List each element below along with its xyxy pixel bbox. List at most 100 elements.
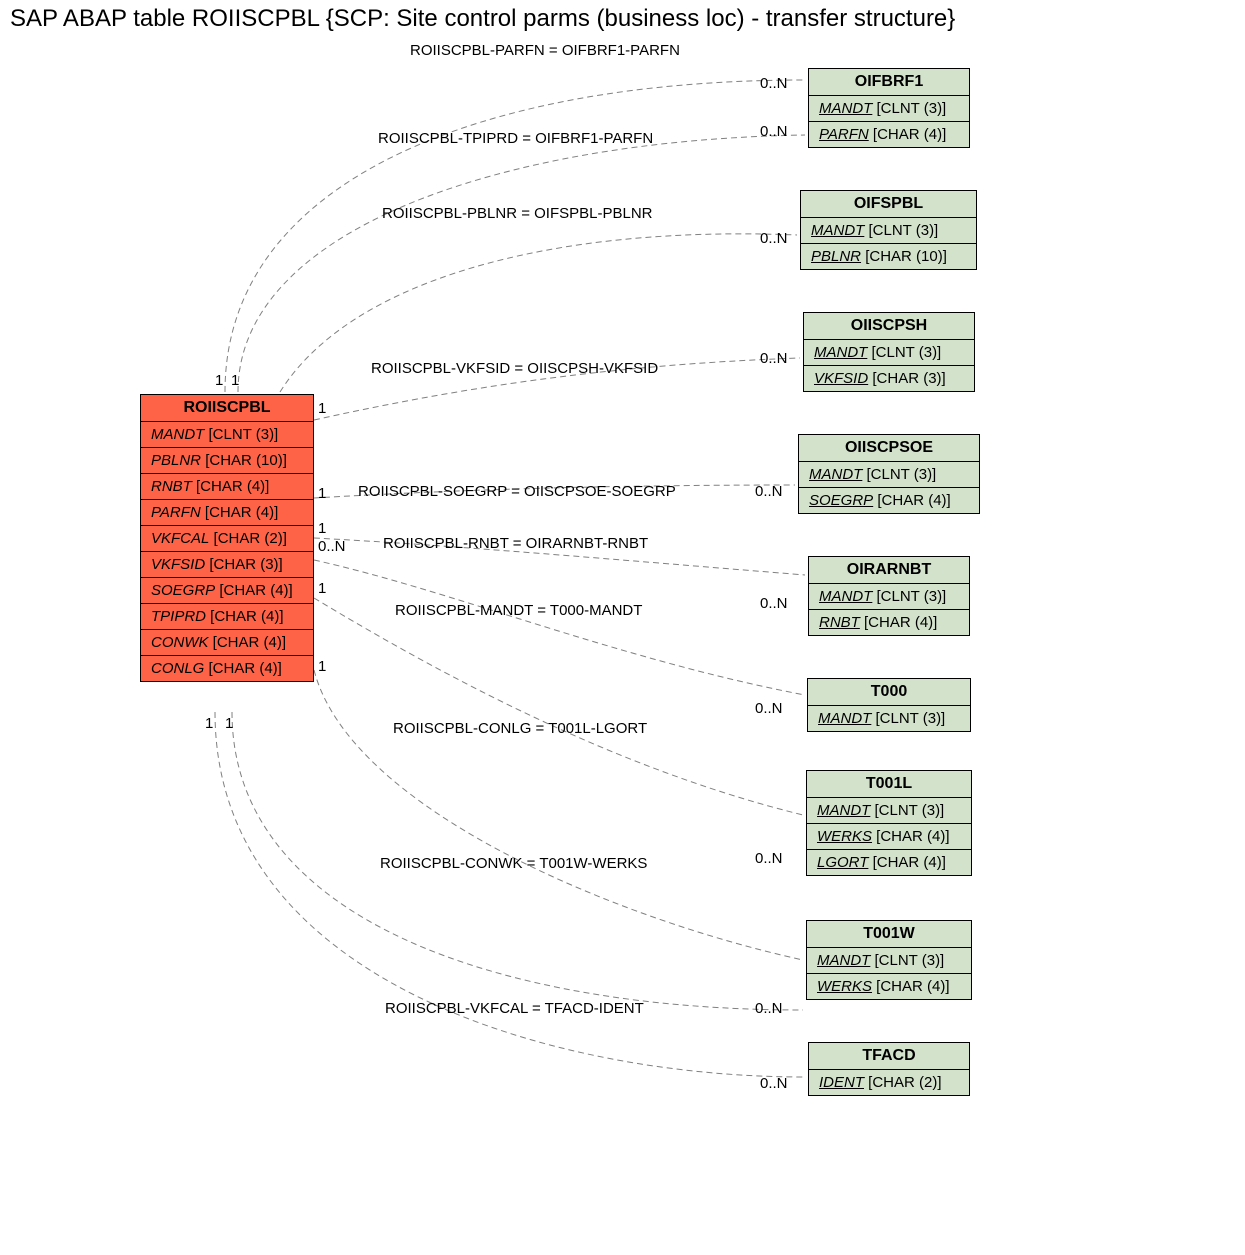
relationship-label: ROIISCPBL-RNBT = OIRARNBT-RNBT	[383, 535, 648, 552]
entity-field: PBLNR [CHAR (10)]	[141, 448, 313, 474]
entity-header: TFACD	[809, 1043, 969, 1070]
cardinality-target: 0..N	[755, 1000, 783, 1017]
cardinality-source: 1	[318, 520, 326, 537]
cardinality-source: 1	[318, 485, 326, 502]
relationship-edge	[314, 670, 803, 960]
main-entity-roiiscpbl: ROIISCPBLMANDT [CLNT (3)]PBLNR [CHAR (10…	[140, 394, 314, 682]
entity-field: MANDT [CLNT (3)]	[799, 462, 979, 488]
relationship-label: ROIISCPBL-VKFCAL = TFACD-IDENT	[385, 1000, 644, 1017]
entity-field: RNBT [CHAR (4)]	[141, 474, 313, 500]
relationship-edge	[225, 80, 805, 392]
field-name: TPIPRD	[151, 608, 206, 625]
relationship-label: ROIISCPBL-MANDT = T000-MANDT	[395, 602, 642, 619]
diagram-title: SAP ABAP table ROIISCPBL {SCP: Site cont…	[10, 5, 955, 33]
entity-field: PBLNR [CHAR (10)]	[801, 244, 976, 269]
cardinality-source: 1	[205, 715, 213, 732]
field-name: RNBT	[819, 614, 860, 631]
entity-field: MANDT [CLNT (3)]	[804, 340, 974, 366]
related-entity-oiiscpsh: OIISCPSHMANDT [CLNT (3)]VKFSID [CHAR (3)…	[803, 312, 975, 392]
entity-field: MANDT [CLNT (3)]	[808, 706, 970, 731]
cardinality-source: 1	[318, 580, 326, 597]
entity-field: VKFSID [CHAR (3)]	[804, 366, 974, 391]
entity-field: SOEGRP [CHAR (4)]	[141, 578, 313, 604]
relationship-label: ROIISCPBL-VKFSID = OIISCPSH-VKFSID	[371, 360, 658, 377]
field-name: MANDT	[819, 100, 872, 117]
entity-header: OIISCPSOE	[799, 435, 979, 462]
field-name: VKFSID	[151, 556, 205, 573]
field-name: MANDT	[817, 952, 870, 969]
field-name: MANDT	[814, 344, 867, 361]
cardinality-source: 1	[215, 372, 223, 389]
related-entity-t001w: T001WMANDT [CLNT (3)]WERKS [CHAR (4)]	[806, 920, 972, 1000]
entity-field: TPIPRD [CHAR (4)]	[141, 604, 313, 630]
field-name: PBLNR	[151, 452, 201, 469]
cardinality-target: 0..N	[760, 123, 788, 140]
related-entity-oifbrf1: OIFBRF1MANDT [CLNT (3)]PARFN [CHAR (4)]	[808, 68, 970, 148]
relationship-label: ROIISCPBL-PBLNR = OIFSPBL-PBLNR	[382, 205, 653, 222]
field-name: MANDT	[811, 222, 864, 239]
entity-field: VKFCAL [CHAR (2)]	[141, 526, 313, 552]
entity-header: T001W	[807, 921, 971, 948]
entity-field: PARFN [CHAR (4)]	[141, 500, 313, 526]
field-name: SOEGRP	[809, 492, 873, 509]
field-name: PARFN	[819, 126, 869, 143]
field-name: MANDT	[809, 466, 862, 483]
relationship-label: ROIISCPBL-PARFN = OIFBRF1-PARFN	[410, 42, 680, 59]
relationship-label: ROIISCPBL-CONWK = T001W-WERKS	[380, 855, 647, 872]
relationship-edge	[314, 560, 805, 695]
entity-header: T001L	[807, 771, 971, 798]
field-name: PBLNR	[811, 248, 861, 265]
relationship-edge	[238, 135, 805, 392]
entity-field: RNBT [CHAR (4)]	[809, 610, 969, 635]
entity-field: WERKS [CHAR (4)]	[807, 824, 971, 850]
field-name: VKFCAL	[151, 530, 209, 547]
cardinality-source: 1	[318, 658, 326, 675]
entity-field: PARFN [CHAR (4)]	[809, 122, 969, 147]
entity-header: OIRARNBT	[809, 557, 969, 584]
cardinality-target: 0..N	[755, 483, 783, 500]
related-entity-oifspbl: OIFSPBLMANDT [CLNT (3)]PBLNR [CHAR (10)]	[800, 190, 977, 270]
field-name: IDENT	[819, 1074, 864, 1091]
cardinality-source: 1	[318, 400, 326, 417]
field-name: CONWK	[151, 634, 209, 651]
field-name: WERKS	[817, 828, 872, 845]
field-name: LGORT	[817, 854, 868, 871]
cardinality-source: 1	[231, 372, 239, 389]
entity-header: OIISCPSH	[804, 313, 974, 340]
entity-field: MANDT [CLNT (3)]	[807, 798, 971, 824]
field-name: RNBT	[151, 478, 192, 495]
cardinality-target: 0..N	[760, 1075, 788, 1092]
relationship-label: ROIISCPBL-CONLG = T001L-LGORT	[393, 720, 647, 737]
entity-field: MANDT [CLNT (3)]	[807, 948, 971, 974]
entity-field: IDENT [CHAR (2)]	[809, 1070, 969, 1095]
relationship-label: ROIISCPBL-SOEGRP = OIISCPSOE-SOEGRP	[358, 483, 676, 500]
entity-field: MANDT [CLNT (3)]	[809, 584, 969, 610]
cardinality-source: 1	[225, 715, 233, 732]
cardinality-target: 0..N	[760, 230, 788, 247]
cardinality-target: 0..N	[755, 700, 783, 717]
field-name: MANDT	[819, 588, 872, 605]
related-entity-oiiscpsoe: OIISCPSOEMANDT [CLNT (3)]SOEGRP [CHAR (4…	[798, 434, 980, 514]
entity-header: OIFBRF1	[809, 69, 969, 96]
field-name: VKFSID	[814, 370, 868, 387]
cardinality-source: 0..N	[318, 538, 346, 555]
cardinality-target: 0..N	[760, 595, 788, 612]
entity-field: CONWK [CHAR (4)]	[141, 630, 313, 656]
entity-field: MANDT [CLNT (3)]	[809, 96, 969, 122]
related-entity-t001l: T001LMANDT [CLNT (3)]WERKS [CHAR (4)]LGO…	[806, 770, 972, 876]
entity-header: ROIISCPBL	[141, 395, 313, 422]
relationship-label: ROIISCPBL-TPIPRD = OIFBRF1-PARFN	[378, 130, 653, 147]
relationship-edge	[215, 712, 805, 1077]
entity-field: MANDT [CLNT (3)]	[801, 218, 976, 244]
related-entity-oirarnbt: OIRARNBTMANDT [CLNT (3)]RNBT [CHAR (4)]	[808, 556, 970, 636]
field-name: CONLG	[151, 660, 204, 677]
entity-field: WERKS [CHAR (4)]	[807, 974, 971, 999]
entity-header: OIFSPBL	[801, 191, 976, 218]
field-name: PARFN	[151, 504, 201, 521]
entity-field: LGORT [CHAR (4)]	[807, 850, 971, 875]
field-name: MANDT	[817, 802, 870, 819]
cardinality-target: 0..N	[755, 850, 783, 867]
field-name: MANDT	[818, 710, 871, 727]
field-name: SOEGRP	[151, 582, 215, 599]
entity-field: CONLG [CHAR (4)]	[141, 656, 313, 681]
